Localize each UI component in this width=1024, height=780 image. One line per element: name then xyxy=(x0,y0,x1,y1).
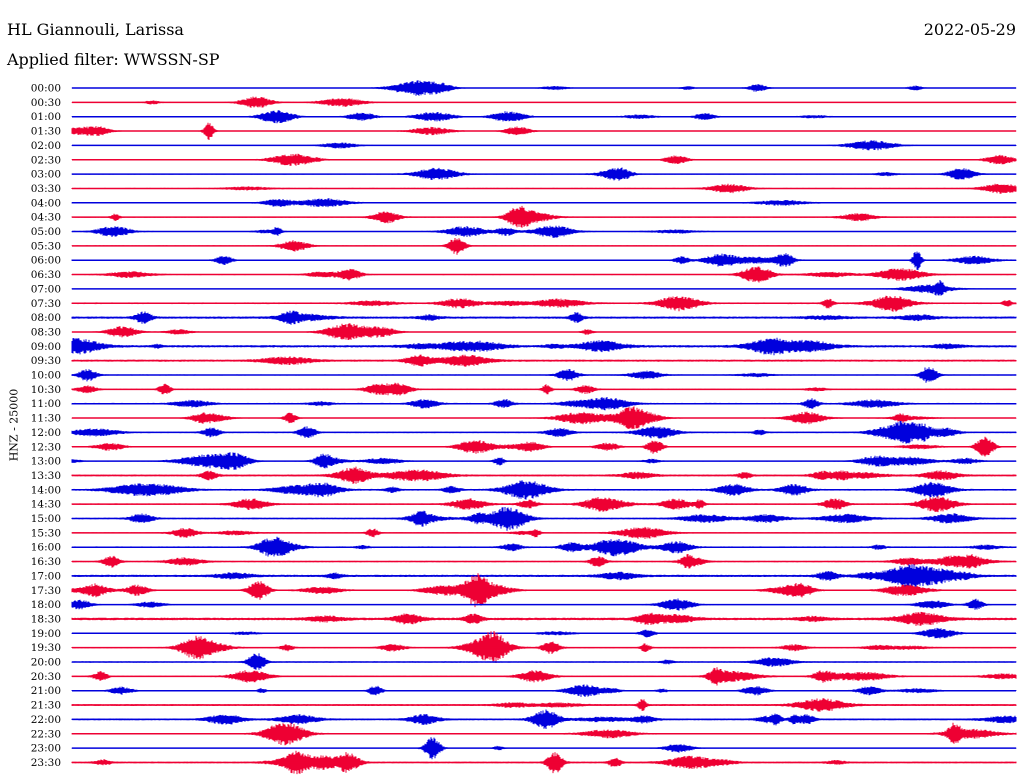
row-time-label: 16:30 xyxy=(31,556,61,568)
row-time-label: 04:00 xyxy=(31,197,61,209)
row-time-label: 02:00 xyxy=(31,140,61,152)
row-time-label: 09:30 xyxy=(31,355,61,367)
row-time-label: 03:00 xyxy=(31,169,61,181)
row-time-label: 23:00 xyxy=(31,743,61,755)
row-time-label: 10:00 xyxy=(31,370,61,382)
row-time-label: 21:30 xyxy=(31,700,61,712)
trace-group xyxy=(71,80,1017,775)
row-time-label: 08:30 xyxy=(31,326,61,338)
row-time-label: 06:30 xyxy=(31,269,61,281)
row-time-label: 11:00 xyxy=(31,398,61,410)
row-time-label: 19:00 xyxy=(31,628,61,640)
row-time-label: 12:00 xyxy=(31,427,61,439)
row-time-label: 01:30 xyxy=(31,126,61,138)
date-label: 2022-05-29 xyxy=(923,20,1016,39)
row-time-label: 22:30 xyxy=(31,728,61,740)
row-time-label: 05:30 xyxy=(31,240,61,252)
row-time-label: 21:00 xyxy=(31,685,61,697)
row-time-label: 11:30 xyxy=(31,413,61,425)
row-time-label: 00:30 xyxy=(31,97,61,109)
row-time-label: 20:30 xyxy=(31,671,61,683)
row-time-label: 20:00 xyxy=(31,657,61,669)
row-time-label: 23:30 xyxy=(31,757,61,769)
row-time-label: 14:30 xyxy=(31,499,61,511)
row-time-label: 22:00 xyxy=(31,714,61,726)
row-time-label: 15:00 xyxy=(31,513,61,525)
row-time-label: 00:00 xyxy=(31,83,61,95)
row-time-label: 17:30 xyxy=(31,585,61,597)
row-time-label: 07:30 xyxy=(31,298,61,310)
row-time-label: 02:30 xyxy=(31,154,61,166)
row-time-label: 09:00 xyxy=(31,341,61,353)
row-time-label: 14:00 xyxy=(31,484,61,496)
row-time-label: 16:00 xyxy=(31,542,61,554)
row-time-label: 13:00 xyxy=(31,456,61,468)
row-time-label: 10:30 xyxy=(31,384,61,396)
filter-label: Applied filter: WWSSN-SP xyxy=(7,50,220,69)
row-time-label: 13:30 xyxy=(31,470,61,482)
row-time-label: 04:30 xyxy=(31,212,61,224)
row-time-label: 03:30 xyxy=(31,183,61,195)
row-time-label: 12:30 xyxy=(31,441,61,453)
tick-label-group: 00:00 00:30 01:00 01:30 02:00 02:30 03:00 03:30… xyxy=(31,83,61,769)
row-time-label: 07:00 xyxy=(31,283,61,295)
row-time-label: 19:30 xyxy=(31,642,61,654)
row-time-label: 15:30 xyxy=(31,527,61,539)
row-time-label: 18:00 xyxy=(31,599,61,611)
row-time-label: 08:00 xyxy=(31,312,61,324)
row-time-label: 06:00 xyxy=(31,255,61,267)
station-title: HL Giannouli, Larissa xyxy=(7,20,184,39)
trace-row xyxy=(71,280,1017,296)
row-time-label: 18:30 xyxy=(31,613,61,625)
row-time-label: 05:00 xyxy=(31,226,61,238)
row-time-label: 01:00 xyxy=(31,111,61,123)
row-time-label: 17:00 xyxy=(31,570,61,582)
